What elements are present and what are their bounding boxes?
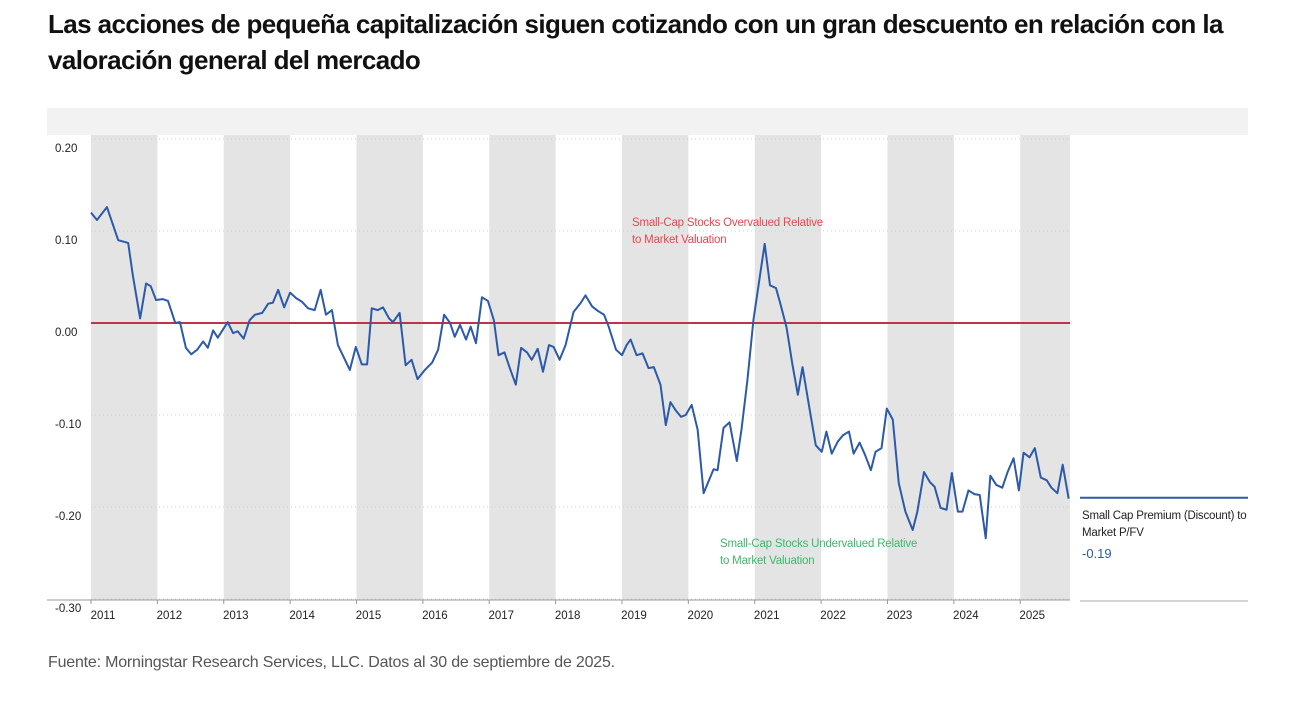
x-tick-label: 2014 xyxy=(289,610,315,622)
chart-title: Las acciones de pequeña capitalización s… xyxy=(48,9,1223,75)
year-band xyxy=(223,135,291,600)
x-tick-label: 2018 xyxy=(555,610,581,622)
annotation-line: to Market Valuation xyxy=(632,234,727,246)
year-band xyxy=(887,135,954,600)
annotation: Small-Cap Stocks Overvalued Relative to M… xyxy=(632,215,823,249)
end-value-label: -0.19 xyxy=(1082,546,1112,561)
year-band xyxy=(1020,135,1070,600)
x-tick-label: 2024 xyxy=(953,610,979,622)
annotation-line: to Market Valuation xyxy=(720,555,815,567)
x-tick-label: 2022 xyxy=(820,610,846,622)
x-tick-label: 2019 xyxy=(621,610,647,622)
x-tick-label: 2016 xyxy=(422,610,448,622)
x-tick-label: 2011 xyxy=(91,610,116,622)
year-band xyxy=(489,135,556,600)
x-tick-label: 2013 xyxy=(223,610,249,622)
source-note: Fuente: Morningstar Research Services, L… xyxy=(48,654,615,671)
x-tick-label: 2020 xyxy=(688,610,714,622)
year-band xyxy=(91,135,158,600)
year-band xyxy=(356,135,423,600)
year-band xyxy=(754,135,822,600)
year-band xyxy=(621,135,689,600)
y-tick-label: 0.00 xyxy=(55,327,77,339)
x-tick-label: 2017 xyxy=(488,610,514,622)
year-bands xyxy=(91,135,1070,600)
x-tick-label: 2012 xyxy=(157,610,183,622)
legend-entry: Small Cap Premium (Discount) to Market P… xyxy=(1082,510,1247,539)
y-tick-label: -0.30 xyxy=(55,603,81,615)
y-tick-label: -0.10 xyxy=(55,419,81,431)
header-strip xyxy=(47,108,1248,135)
y-tick-label: -0.20 xyxy=(55,511,81,523)
x-tick-label: 2025 xyxy=(1019,610,1045,622)
annotation-line: Small-Cap Stocks Undervalued Relative xyxy=(720,538,918,550)
annotation: Small-Cap Stocks Undervalued Relative to … xyxy=(720,536,917,570)
y-tick-label: 0.20 xyxy=(55,143,77,155)
annotation-line: Small-Cap Stocks Overvalued Relative xyxy=(632,217,823,229)
y-tick-label: 0.10 xyxy=(55,235,77,247)
x-tick-label: 2021 xyxy=(754,610,780,622)
series-line xyxy=(90,206,1070,540)
x-tick-label: 2015 xyxy=(356,610,382,622)
x-tick-label: 2023 xyxy=(887,610,913,622)
